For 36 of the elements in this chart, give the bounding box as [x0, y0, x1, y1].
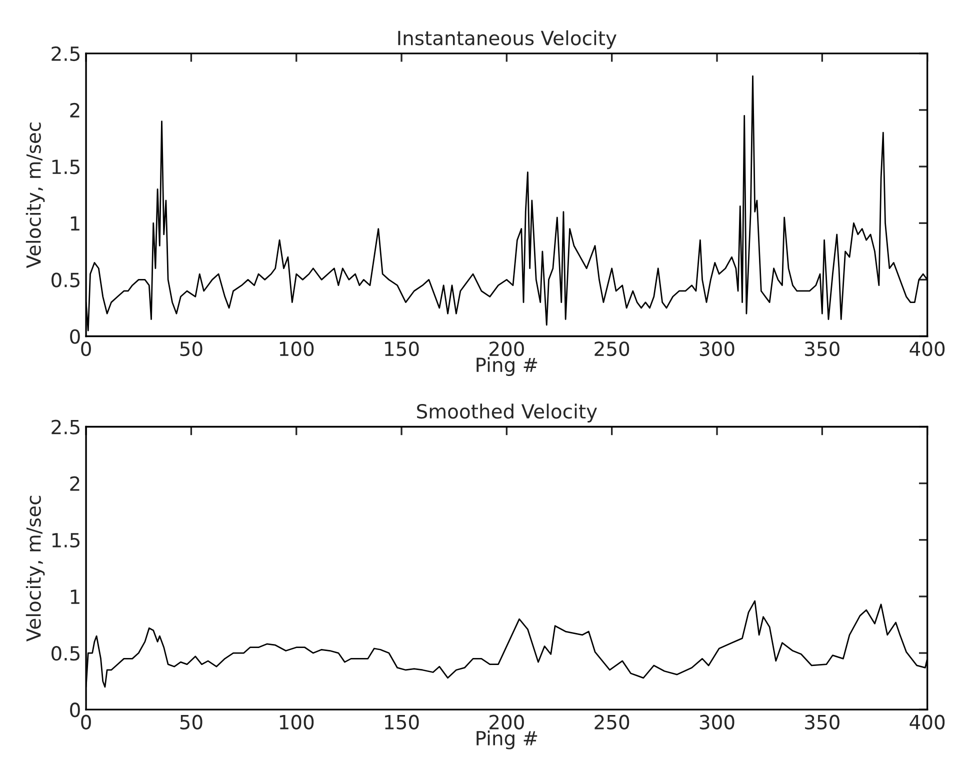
y-tick-label: 0: [70, 702, 80, 718]
x-tick-label: 200: [490, 341, 524, 356]
y-tick-label: 2: [70, 476, 80, 491]
y-tick-label: 1.5: [52, 160, 80, 174]
x-axis-title: Ping #: [476, 357, 538, 376]
y-tick-label: 1.5: [52, 533, 80, 548]
y-tick-label: 2: [70, 102, 80, 118]
x-axis-title: Ping #: [476, 730, 538, 750]
y-axis-title: Velocity, m/sec: [26, 122, 45, 268]
x-tick-label: 100: [280, 714, 314, 730]
chart-title: Instantaneous Velocity: [398, 30, 616, 50]
x-tick-label: 50: [180, 714, 202, 730]
x-tick-label: 250: [594, 341, 630, 356]
x-tick-label: 50: [180, 341, 202, 356]
x-tick-label: 0: [81, 341, 91, 356]
y-tick-label: 1: [70, 216, 80, 230]
x-tick-label: 350: [805, 341, 840, 356]
x-tick-label: 300: [700, 341, 734, 356]
x-tick-label: 250: [594, 714, 630, 730]
y-tick-label: 0.5: [52, 272, 80, 288]
y-axis-title: Velocity, m/sec: [26, 496, 45, 642]
x-tick-label: 350: [805, 714, 840, 730]
y-tick-label: 0.5: [52, 646, 80, 661]
y-tick-label: 2.5: [52, 46, 80, 62]
x-tick-label: 400: [910, 714, 945, 730]
x-tick-label: 150: [385, 714, 419, 730]
y-tick-label: 2.5: [52, 420, 80, 434]
chart-title: Smoothed Velocity: [417, 404, 597, 422]
x-tick-label: 0: [81, 714, 91, 730]
x-tick-label: 400: [910, 341, 945, 356]
x-tick-label: 300: [700, 714, 734, 730]
y-tick-label: 1: [70, 590, 80, 604]
x-tick-label: 100: [280, 341, 314, 356]
x-tick-label: 150: [385, 341, 419, 356]
x-tick-label: 200: [490, 714, 524, 730]
y-tick-label: 0: [70, 329, 80, 344]
